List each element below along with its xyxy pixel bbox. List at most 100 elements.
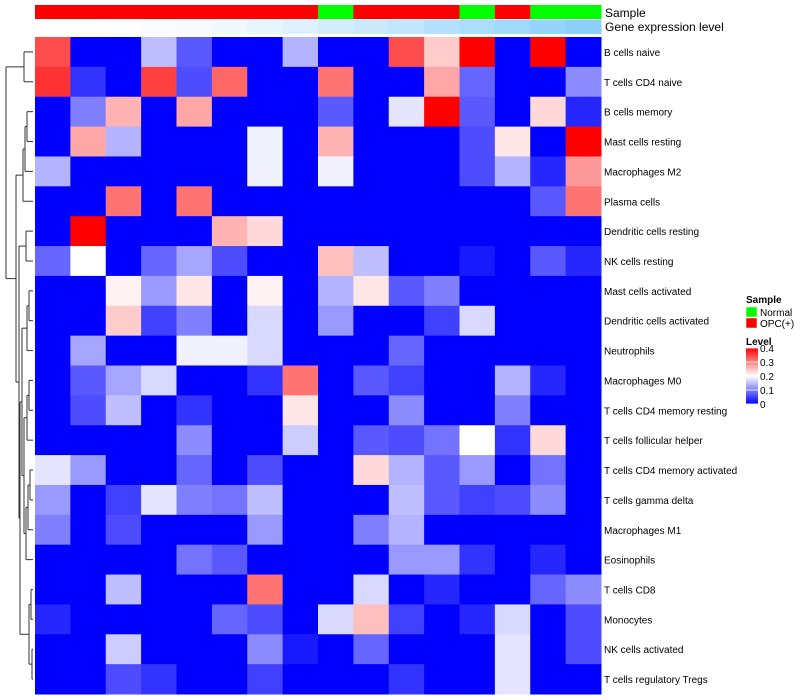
heatmap-cell [247,365,284,396]
heatmap-cell [176,574,213,605]
heatmap-cell [318,66,354,98]
legend-level-ticks: 0.4 0.3 0.2 0.1 0 [746,344,774,411]
heatmap-cell [530,395,567,426]
legend-level-tick-label: 0.2 [760,372,774,383]
heatmap-cell [353,604,390,635]
heatmap-cell [176,604,213,635]
heatmap-cell [494,216,531,247]
heatmap-cell [388,305,425,337]
row-label: Macrophages M1 [604,526,682,537]
heatmap-cell [35,275,71,307]
heatmap-cell [318,246,354,277]
heatmap-cell [70,335,107,367]
heatmap-cell [35,365,71,396]
heatmap-cell [424,156,460,187]
gene-expression-annotation-cell [565,20,602,34]
heatmap-cell [424,246,460,277]
heatmap-cell [388,216,425,247]
heatmap-cell [35,664,71,695]
heatmap-cell [282,305,319,337]
heatmap-cell [105,604,142,635]
gene-expression-annotation-cell [141,20,177,34]
heatmap-cell [105,186,142,217]
gene-expression-annotation-cell [282,20,319,34]
heatmap-cell [388,604,425,635]
heatmap-cell [211,305,248,337]
row-label: Eosinophils [604,556,655,567]
heatmap-cell [247,156,284,187]
heatmap-cell [459,455,496,486]
heatmap-cell [105,664,142,695]
heatmap-cell [353,574,390,605]
heatmap-cell [353,365,390,396]
heatmap-cell [565,664,602,695]
heatmap-cell [105,216,142,247]
heatmap-cell [282,664,319,695]
heatmap-cell [35,305,71,337]
sample-annotation-cell [282,5,319,19]
heatmap-cell [282,574,319,605]
heatmap-cell [565,574,602,605]
heatmap-cell [424,484,460,516]
heatmap-cell [565,246,602,277]
heatmap-cell [35,96,71,128]
heatmap-cell [141,275,177,307]
gene-expression-annotation-cell [424,20,460,34]
heatmap-cell [35,514,71,546]
heatmap-cell [247,514,284,546]
heatmap-cell [565,514,602,546]
heatmap-cell [211,574,248,605]
heatmap-cell [565,96,602,128]
legend-sample-label: Normal [760,308,792,319]
heatmap-cell [247,305,284,337]
heatmap-cell [105,66,142,98]
heatmap-cell [105,37,142,68]
heatmap-cell [35,634,71,665]
heatmap-cell [459,395,496,426]
heatmap-cell [459,66,496,98]
heatmap-cell [353,37,390,68]
heatmap-cell [494,664,531,695]
gene-expression-annotation-cell [318,20,354,34]
heatmap-cell [494,544,531,576]
heatmap-cell [530,455,567,486]
legend-sample-label: OPC(+) [760,319,794,330]
heatmap-cell [105,634,142,665]
heatmap-cell [35,246,71,277]
heatmap-cell [35,455,71,486]
heatmap-cell [211,514,248,546]
heatmap-cell [176,514,213,546]
heatmap-cell [176,186,213,217]
heatmap-cell [459,216,496,247]
heatmap-cell [530,246,567,277]
heatmap-cell [565,544,602,576]
heatmap-cell [318,395,354,426]
heatmap-cell [141,186,177,217]
heatmap-cell [141,604,177,635]
heatmap-cell [282,156,319,187]
sample-annotation-cell [530,5,567,19]
heatmap-cell [282,275,319,307]
heatmap-cell [35,126,71,157]
heatmap-cell [35,156,71,187]
heatmap-cell [176,544,213,576]
legend-level-tick-label: 0.3 [760,358,774,369]
row-label: B cells memory [604,108,672,119]
heatmap-cell [318,425,354,456]
heatmap-cell [424,664,460,695]
heatmap-cell [176,156,213,187]
gene-expression-annotation-cell [105,20,142,34]
heatmap-cell [530,156,567,187]
heatmap-cell [388,455,425,486]
heatmap-cell [424,305,460,337]
heatmap-cell [494,66,531,98]
legend-level-tick-label: 0.4 [760,344,774,355]
heatmap-cell [247,425,284,456]
heatmap-cell [247,66,284,98]
heatmap-cell [105,126,142,157]
heatmap-cell [247,126,284,157]
heatmap-cell [247,574,284,605]
heatmap-cell [141,455,177,486]
heatmap-cell [353,425,390,456]
heatmap-cell [494,335,531,367]
